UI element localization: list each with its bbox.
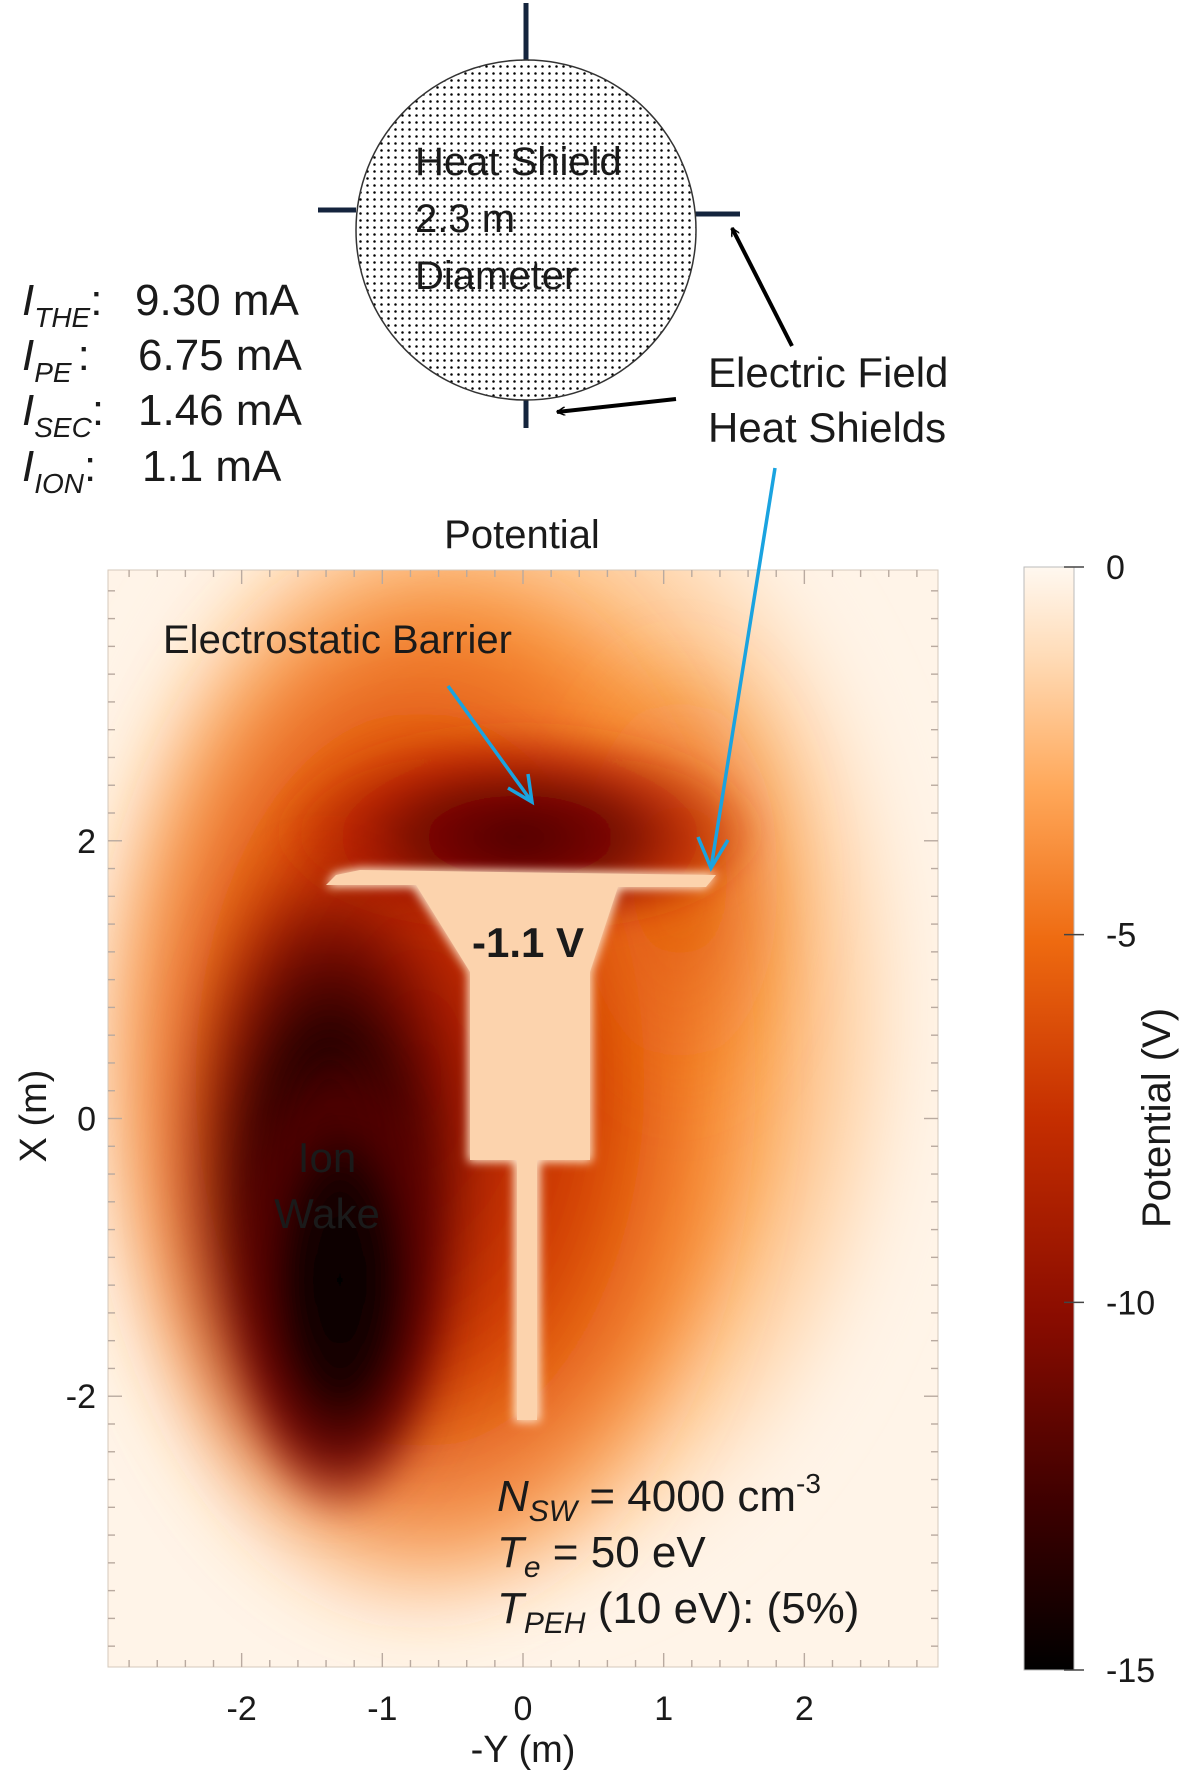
current-sep: : bbox=[78, 331, 90, 380]
current-symbol: I bbox=[22, 386, 34, 435]
x-tick-label: -1 bbox=[367, 1690, 397, 1728]
current-subscript: THE bbox=[34, 302, 90, 333]
y-tick-labels: 2 0 -2 bbox=[66, 823, 96, 1416]
current-sep: : bbox=[90, 276, 102, 325]
y-tick-label: 0 bbox=[77, 1101, 96, 1139]
x-tick-label: -2 bbox=[227, 1690, 257, 1728]
heat-shield-disk bbox=[355, 59, 697, 401]
x-tick-label: 0 bbox=[514, 1690, 533, 1728]
svg-text:ITHE:: ITHE: bbox=[22, 276, 102, 333]
heat-shield-line-1: Heat Shield bbox=[415, 140, 622, 184]
current-row: IPE: 6.75 mA bbox=[22, 331, 303, 388]
current-subscript: SEC bbox=[34, 412, 92, 443]
efield-annotation: Electric Field Heat Shields bbox=[557, 228, 948, 451]
current-subscript: ION bbox=[34, 468, 85, 499]
heat-shield-diagram: Heat Shield 2.3 m Diameter bbox=[318, 3, 740, 428]
svg-text:ISEC:: ISEC: bbox=[22, 386, 104, 443]
arrow-to-right-shield bbox=[730, 228, 794, 347]
colorbar-tick-label: -10 bbox=[1106, 1284, 1155, 1322]
colorbar-ticks: 0 -5 -10 -15 bbox=[1064, 549, 1155, 1690]
colorbar-tick-label: -15 bbox=[1106, 1652, 1155, 1690]
current-symbol: I bbox=[22, 442, 34, 491]
colorbar-label: Potential (V) bbox=[1135, 1008, 1179, 1228]
ion-wake-core bbox=[230, 1040, 450, 1520]
frame-ticks bbox=[108, 570, 938, 1667]
chart-title: Potential bbox=[444, 513, 600, 557]
currents-list: ITHE: 9.30 mA IPE: 6.75 mA ISEC: 1.46 mA… bbox=[22, 276, 303, 499]
current-sep: : bbox=[84, 442, 96, 491]
spacecraft-potential-label: -1.1 V bbox=[472, 919, 584, 966]
colorbar-tick-label: -5 bbox=[1106, 917, 1136, 955]
barrier-arrow bbox=[446, 684, 534, 804]
current-value: 1.1 mA bbox=[142, 442, 282, 491]
y-axis-label: X (m) bbox=[13, 1070, 55, 1163]
heat-shield-line-3: Diameter bbox=[415, 254, 577, 298]
current-value: 9.30 mA bbox=[135, 276, 300, 325]
current-sep: : bbox=[92, 386, 104, 435]
x-tick-label: 2 bbox=[795, 1690, 814, 1728]
current-value: 1.46 mA bbox=[138, 386, 303, 435]
wake-label-line-1: Ion bbox=[298, 1134, 356, 1181]
shield-arrow-head bbox=[696, 836, 730, 872]
colorbar-tick-label: 0 bbox=[1106, 549, 1125, 587]
x-axis-label: -Y (m) bbox=[471, 1729, 576, 1771]
colorbar: 0 -5 -10 -15 Potential (V) bbox=[1023, 549, 1179, 1690]
param-tpeh: TPEH (10 eV): (5%) bbox=[497, 1584, 859, 1640]
param-te: Te = 50 eV bbox=[497, 1528, 706, 1584]
current-value: 6.75 mA bbox=[138, 331, 303, 380]
heat-shield-line-2: 2.3 m bbox=[415, 197, 515, 241]
svg-text:IION:: IION: bbox=[22, 442, 96, 499]
wake-label-line-2: Wake bbox=[274, 1190, 380, 1237]
svg-text:IPE:: IPE: bbox=[22, 331, 90, 388]
barrier-label: Electrostatic Barrier bbox=[163, 618, 512, 662]
current-subscript: PE bbox=[34, 357, 72, 388]
current-row: ISEC: 1.46 mA bbox=[22, 386, 303, 443]
current-row: IION: 1.1 mA bbox=[22, 442, 282, 499]
barrier-arrow-head bbox=[507, 773, 535, 806]
colorbar-bar bbox=[1023, 566, 1075, 1671]
heatmap bbox=[108, 570, 938, 1667]
param-nsw: NSW = 4000 cm-3 bbox=[497, 1468, 821, 1528]
spacecraft-shape bbox=[326, 870, 716, 1420]
y-tick-label: -2 bbox=[66, 1378, 96, 1416]
current-symbol: I bbox=[22, 331, 34, 380]
current-symbol: I bbox=[22, 276, 34, 325]
arrow-to-bottom-shield bbox=[557, 397, 677, 412]
plasma-params: NSW = 4000 cm-3 Te = 50 eV TPEH (10 eV):… bbox=[497, 1468, 859, 1640]
y-tick-label: 2 bbox=[77, 823, 96, 861]
current-row: ITHE: 9.30 mA bbox=[22, 276, 300, 333]
efield-label-line-1: Electric Field bbox=[708, 349, 948, 396]
shield-arrow bbox=[709, 467, 777, 869]
efield-label-line-2: Heat Shields bbox=[708, 404, 946, 451]
x-tick-label: 1 bbox=[654, 1690, 673, 1728]
x-tick-labels: -2 -1 0 1 2 bbox=[227, 1690, 814, 1728]
